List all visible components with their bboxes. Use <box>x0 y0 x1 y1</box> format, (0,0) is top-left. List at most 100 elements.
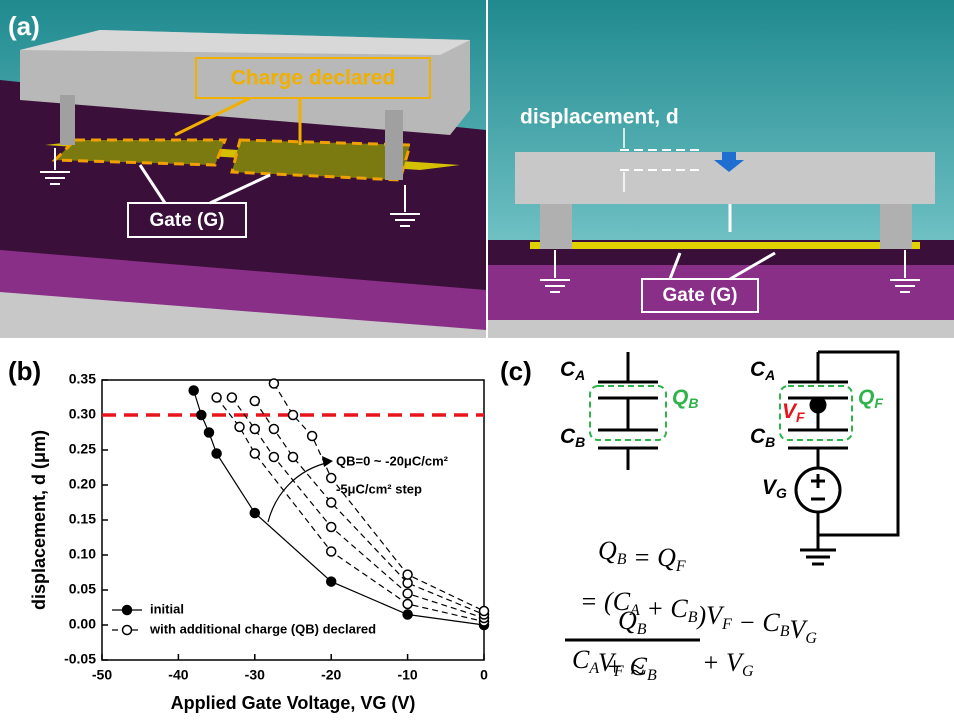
data-point <box>250 449 259 458</box>
anchor <box>385 110 403 180</box>
y-tick-label: 0.20 <box>69 476 96 492</box>
page: Charge declared Gate (G) (a) displacemen… <box>0 0 954 720</box>
eq-sub: F <box>721 616 732 633</box>
data-point <box>480 607 489 616</box>
data-point <box>269 453 278 462</box>
eq-sub: A <box>588 660 599 677</box>
y-axis-label: displacement, d (μm) <box>29 430 49 610</box>
x-tick-label: -30 <box>245 667 265 683</box>
data-point <box>308 432 317 441</box>
sub: B <box>688 395 698 411</box>
sub: G <box>776 485 787 501</box>
eq-sub: G <box>805 630 817 647</box>
circuit-left <box>598 352 658 470</box>
sym: C <box>560 425 576 448</box>
equation: + VG <box>702 648 754 680</box>
eq-sub: G <box>742 663 754 680</box>
charge-label: Charge declared <box>231 67 396 90</box>
x-tick-label: -10 <box>397 667 417 683</box>
eq-symbol: − <box>732 608 763 637</box>
x-tick-label: 0 <box>480 667 488 683</box>
sym: Q <box>672 386 688 409</box>
data-point <box>212 393 221 402</box>
x-tick-label: -50 <box>92 667 112 683</box>
equation: CA + CB <box>572 645 657 684</box>
data-point <box>289 453 298 462</box>
eq-symbol: Q <box>598 536 617 565</box>
data-point <box>269 379 278 388</box>
sub: F <box>874 395 883 411</box>
voltage-label: VG <box>762 476 787 501</box>
data-point <box>250 425 259 434</box>
data-point <box>403 589 412 598</box>
cap-label: CA <box>560 358 585 383</box>
series-line <box>274 384 484 612</box>
legend-marker <box>123 626 132 635</box>
anchor <box>540 204 572 249</box>
equation: = (CA + CB)VF − CBVG <box>580 587 817 647</box>
y-tick-label: 0.15 <box>69 511 96 527</box>
annotation: -5μC/cm² step <box>336 481 422 496</box>
eq-symbol: = <box>627 543 658 572</box>
legend-label: with additional charge (QB) declared <box>149 621 376 636</box>
charge-region <box>55 140 225 165</box>
sym: C <box>750 358 766 381</box>
data-point <box>197 411 206 420</box>
sub: F <box>796 409 805 425</box>
gate-label: Gate (G) <box>663 285 738 306</box>
data-point <box>327 498 336 507</box>
x-tick-label: -40 <box>168 667 188 683</box>
gate-label: Gate (G) <box>150 210 225 231</box>
eq-symbol: + <box>702 648 726 677</box>
data-point <box>250 397 259 406</box>
panel-a-left: Charge declared Gate (G) (a) <box>0 0 486 338</box>
plot-frame <box>102 380 484 660</box>
polarity <box>811 474 825 499</box>
y-tick-label: -0.05 <box>64 651 96 667</box>
charge-label: QF <box>858 386 883 411</box>
base-layer <box>488 320 954 338</box>
cap-label: CA <box>750 358 775 383</box>
y-tick-label: 0.35 <box>69 371 96 387</box>
legend-label: initial <box>150 601 184 616</box>
panel-label: (c) <box>500 356 532 386</box>
figure: Charge declared Gate (G) (a) displacemen… <box>0 0 954 720</box>
sub: A <box>764 367 775 383</box>
eq-sub: B <box>647 667 657 684</box>
data-point <box>327 474 336 483</box>
eq-symbol: Q <box>618 606 637 635</box>
data-point <box>212 449 221 458</box>
eq-symbol: C <box>572 645 590 674</box>
y-tick-label: 0.25 <box>69 441 96 457</box>
sub: A <box>574 367 585 383</box>
y-tick-label: 0.05 <box>69 581 96 597</box>
eq-symbol: ) <box>696 601 707 630</box>
node <box>811 398 825 412</box>
data-point <box>403 570 412 579</box>
gate-electrode <box>530 242 920 249</box>
x-axis-label: Applied Gate Voltage, VG (V) <box>171 693 416 713</box>
data-point <box>289 411 298 420</box>
data-point <box>227 393 236 402</box>
charge-label: QB <box>672 386 698 411</box>
series-line <box>255 401 484 615</box>
sub: B <box>765 434 775 450</box>
anchor <box>60 95 75 145</box>
data-point <box>269 425 278 434</box>
y-tick-label: 0.00 <box>69 616 96 632</box>
y-tick-label: 0.30 <box>69 406 96 422</box>
displacement-label: displacement, d <box>520 106 679 129</box>
eq-sub: B <box>780 623 790 640</box>
eq-sub: F <box>675 558 686 575</box>
panel-label: (a) <box>8 11 40 41</box>
panel-label: (b) <box>8 356 41 386</box>
eq-symbol: C <box>670 594 688 623</box>
sub: B <box>575 434 585 450</box>
data-point <box>235 422 244 431</box>
eq-sub: B <box>688 609 698 626</box>
voltage-label: VF <box>782 400 805 425</box>
annotation: QB=0 ~ -20μC/cm² <box>336 453 449 468</box>
eq-symbol: C <box>630 652 648 681</box>
y-tick-label: 0.10 <box>69 546 96 562</box>
